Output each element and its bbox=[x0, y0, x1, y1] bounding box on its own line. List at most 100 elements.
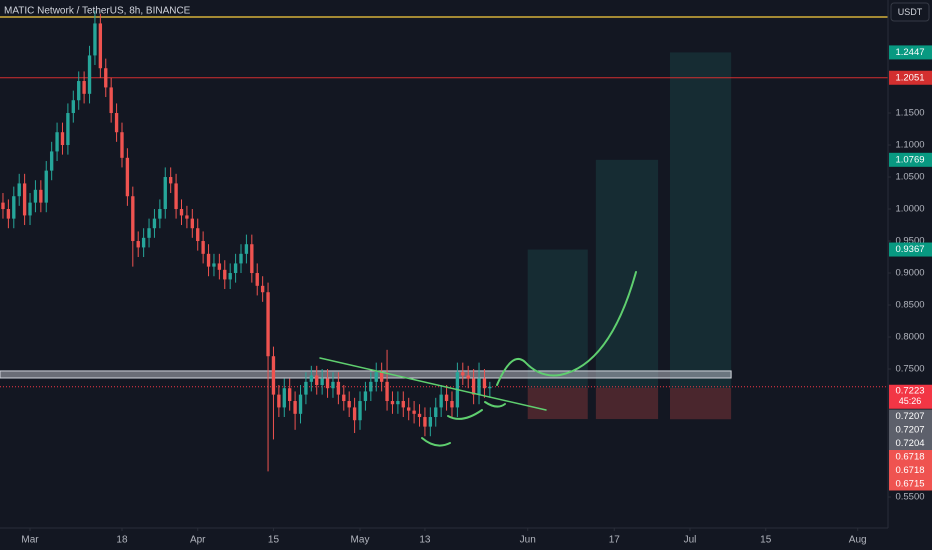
candle-body bbox=[471, 378, 476, 395]
candle-body bbox=[120, 132, 124, 158]
chart-title: MATIC Network / TetherUS, 8h, BINANCE bbox=[4, 6, 191, 17]
candle-body bbox=[233, 263, 238, 274]
candle-body bbox=[66, 113, 70, 146]
projection-curve bbox=[496, 271, 637, 386]
candle-body bbox=[407, 407, 411, 411]
candle-body bbox=[196, 228, 200, 242]
y-tick-label: 0.9500 bbox=[895, 236, 924, 247]
candle-body bbox=[412, 410, 416, 414]
unit-box bbox=[890, 2, 930, 22]
y-tick-label: 1.1500 bbox=[895, 108, 924, 119]
candle-body bbox=[55, 132, 59, 152]
last-price-text: 0.7223 bbox=[895, 385, 924, 396]
stop-label: 0.6718 bbox=[889, 463, 932, 478]
arc bbox=[484, 401, 506, 408]
target-label-text: 1.0769 bbox=[895, 154, 924, 165]
candle-body bbox=[461, 372, 465, 376]
candle-body bbox=[179, 209, 184, 216]
candle-body bbox=[125, 157, 130, 197]
candle-body bbox=[466, 375, 470, 379]
candle-body bbox=[217, 263, 222, 270]
x-tick-label: Mar bbox=[21, 535, 39, 546]
candle-body bbox=[109, 87, 113, 114]
entry-label-text: 0.7207 bbox=[895, 424, 924, 435]
candle-body bbox=[17, 183, 21, 197]
target-label-bg bbox=[889, 242, 932, 257]
candle-body bbox=[444, 394, 449, 402]
candle-body bbox=[93, 23, 97, 56]
candle-body bbox=[6, 209, 11, 219]
candle-body bbox=[206, 253, 211, 267]
candle-body bbox=[60, 132, 65, 146]
candle-body bbox=[158, 209, 162, 219]
candle-body bbox=[369, 381, 373, 392]
candle-body bbox=[374, 372, 378, 382]
target-label: 1.2447 bbox=[889, 45, 932, 60]
y-tick-label: 0.5500 bbox=[895, 492, 924, 503]
candle-body bbox=[190, 218, 194, 229]
candle-body bbox=[136, 241, 140, 248]
stop-label-bg bbox=[889, 477, 932, 491]
candle-body bbox=[293, 401, 297, 414]
y-tick-label: 1.0500 bbox=[895, 172, 924, 183]
stop-label-text: 0.6715 bbox=[895, 478, 924, 489]
target-label-text: 0.9367 bbox=[895, 244, 924, 255]
candle-body bbox=[266, 292, 270, 357]
x-tick-label: 13 bbox=[419, 535, 431, 546]
y-tick-label: 0.8500 bbox=[895, 300, 924, 311]
trend-line bbox=[319, 357, 547, 411]
candle-body bbox=[22, 183, 27, 216]
entry-label-bg bbox=[889, 423, 932, 437]
zone bbox=[0, 370, 732, 379]
x-tick-label: 17 bbox=[609, 535, 621, 546]
candle-body bbox=[163, 177, 167, 210]
stop-label-text: 0.6718 bbox=[895, 451, 924, 462]
candle-body bbox=[358, 401, 362, 421]
target-zone bbox=[669, 52, 732, 388]
candle-body bbox=[104, 68, 108, 88]
stop-label-bg bbox=[889, 463, 932, 478]
unit-label: USDT bbox=[898, 7, 923, 17]
target-label-bg bbox=[889, 45, 932, 60]
candle-body bbox=[401, 401, 405, 408]
candle-body bbox=[201, 241, 205, 254]
candle-body bbox=[304, 381, 308, 395]
candle-body bbox=[390, 401, 395, 405]
entry-label: 0.7207 bbox=[889, 409, 932, 424]
y-tick-label: 1.0000 bbox=[895, 204, 924, 215]
stop-zone bbox=[527, 387, 588, 420]
candle-body bbox=[212, 263, 216, 267]
candle-body bbox=[315, 375, 319, 386]
candle-body bbox=[185, 215, 189, 219]
candle-body bbox=[477, 378, 481, 395]
x-tick-label: 15 bbox=[268, 535, 280, 546]
candle-body bbox=[255, 273, 259, 286]
candle-body bbox=[288, 388, 292, 402]
candle-body bbox=[282, 388, 286, 408]
resistance-label-text: 1.2051 bbox=[895, 72, 924, 83]
candle-body bbox=[417, 413, 422, 418]
stop-zone bbox=[669, 387, 732, 420]
candle-body bbox=[363, 391, 368, 402]
candle-body bbox=[77, 81, 81, 101]
target-label-bg bbox=[889, 152, 932, 167]
arc bbox=[447, 409, 483, 420]
y-tick-label: 0.7500 bbox=[895, 364, 924, 375]
stop-label-text: 0.6718 bbox=[895, 465, 924, 476]
plot-area bbox=[0, 10, 888, 472]
y-tick-label: 1.1000 bbox=[895, 140, 924, 151]
candle-body bbox=[239, 253, 243, 264]
last-price-bg bbox=[889, 384, 932, 409]
candle-body bbox=[49, 151, 54, 171]
candle-body bbox=[152, 218, 157, 229]
x-tick-label: Jun bbox=[520, 535, 536, 546]
stop-label: 0.6715 bbox=[889, 477, 932, 491]
candle-body bbox=[482, 378, 487, 389]
candle-body bbox=[347, 401, 351, 408]
candle-body bbox=[309, 375, 314, 382]
candle-body bbox=[439, 394, 443, 408]
y-tick-label: 0.9000 bbox=[895, 268, 924, 279]
arc bbox=[421, 437, 451, 447]
candle-body bbox=[428, 417, 433, 427]
